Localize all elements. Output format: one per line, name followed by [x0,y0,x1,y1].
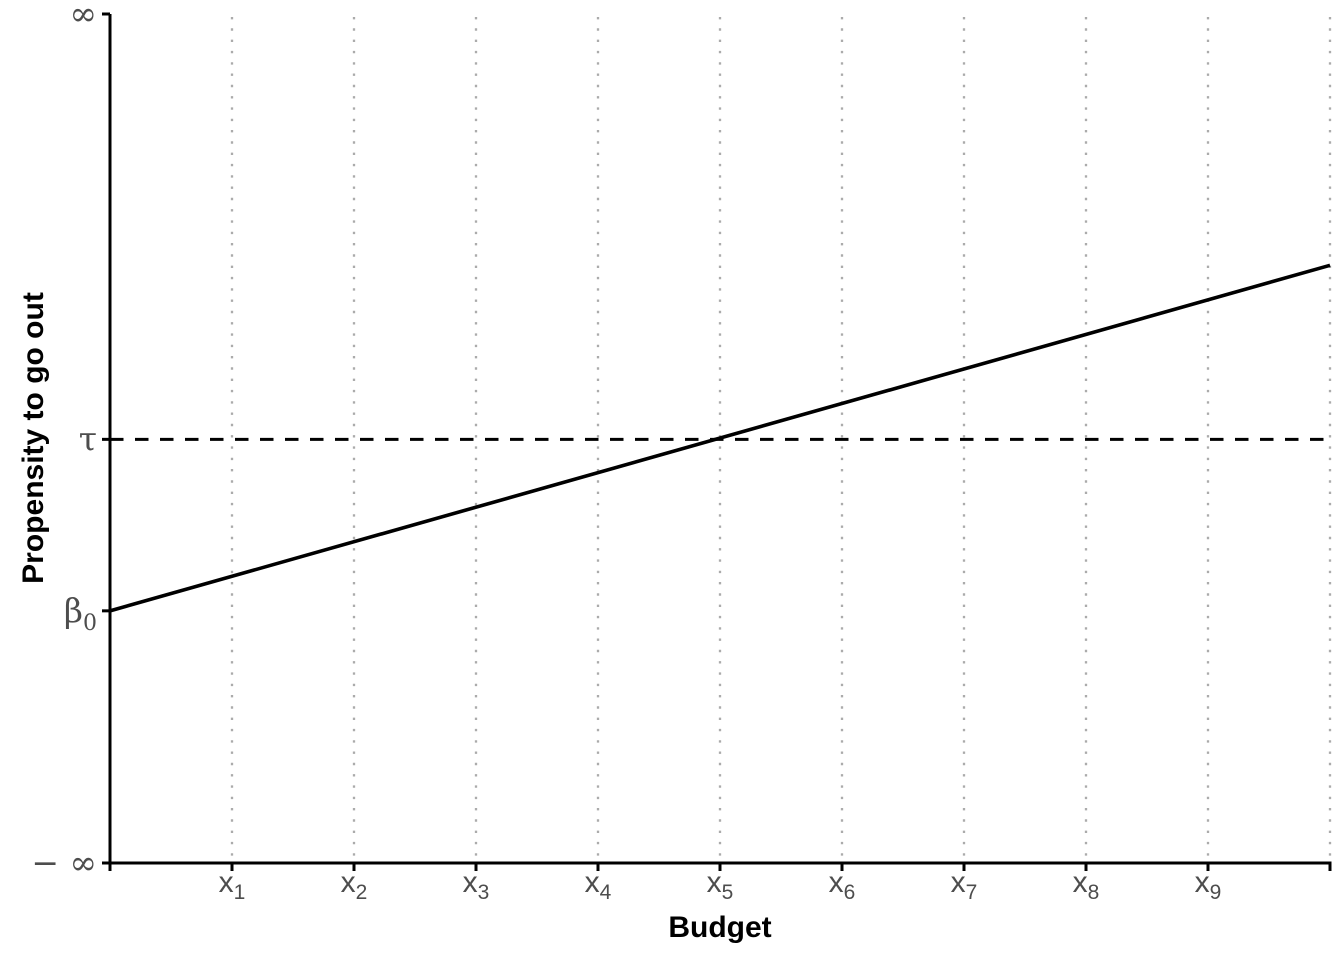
y-tick-label-1: τ [79,419,97,458]
y-tick-label-3: − ∞ [31,843,97,882]
x-tick-label-4: x4 [585,866,612,904]
x-tick-label-2: x2 [341,866,368,904]
propensity-line [109,263,1331,613]
x-axis-title: Budget [668,911,772,944]
x-tick-label-9: x9 [1195,866,1222,904]
y-tick-label-2: β0 [64,591,97,636]
y-tick-label-0: ∞ [70,0,98,33]
x-tick-label-8: x8 [1073,866,1100,904]
x-tick-label-7: x7 [951,866,978,904]
x-tick-label-5: x5 [707,866,734,904]
x-tick-label-3: x3 [463,866,490,904]
x-tick-label-6: x6 [829,866,856,904]
y-axis-title: Propensity to go out [17,292,50,584]
x-tick-label-1: x1 [219,866,246,904]
